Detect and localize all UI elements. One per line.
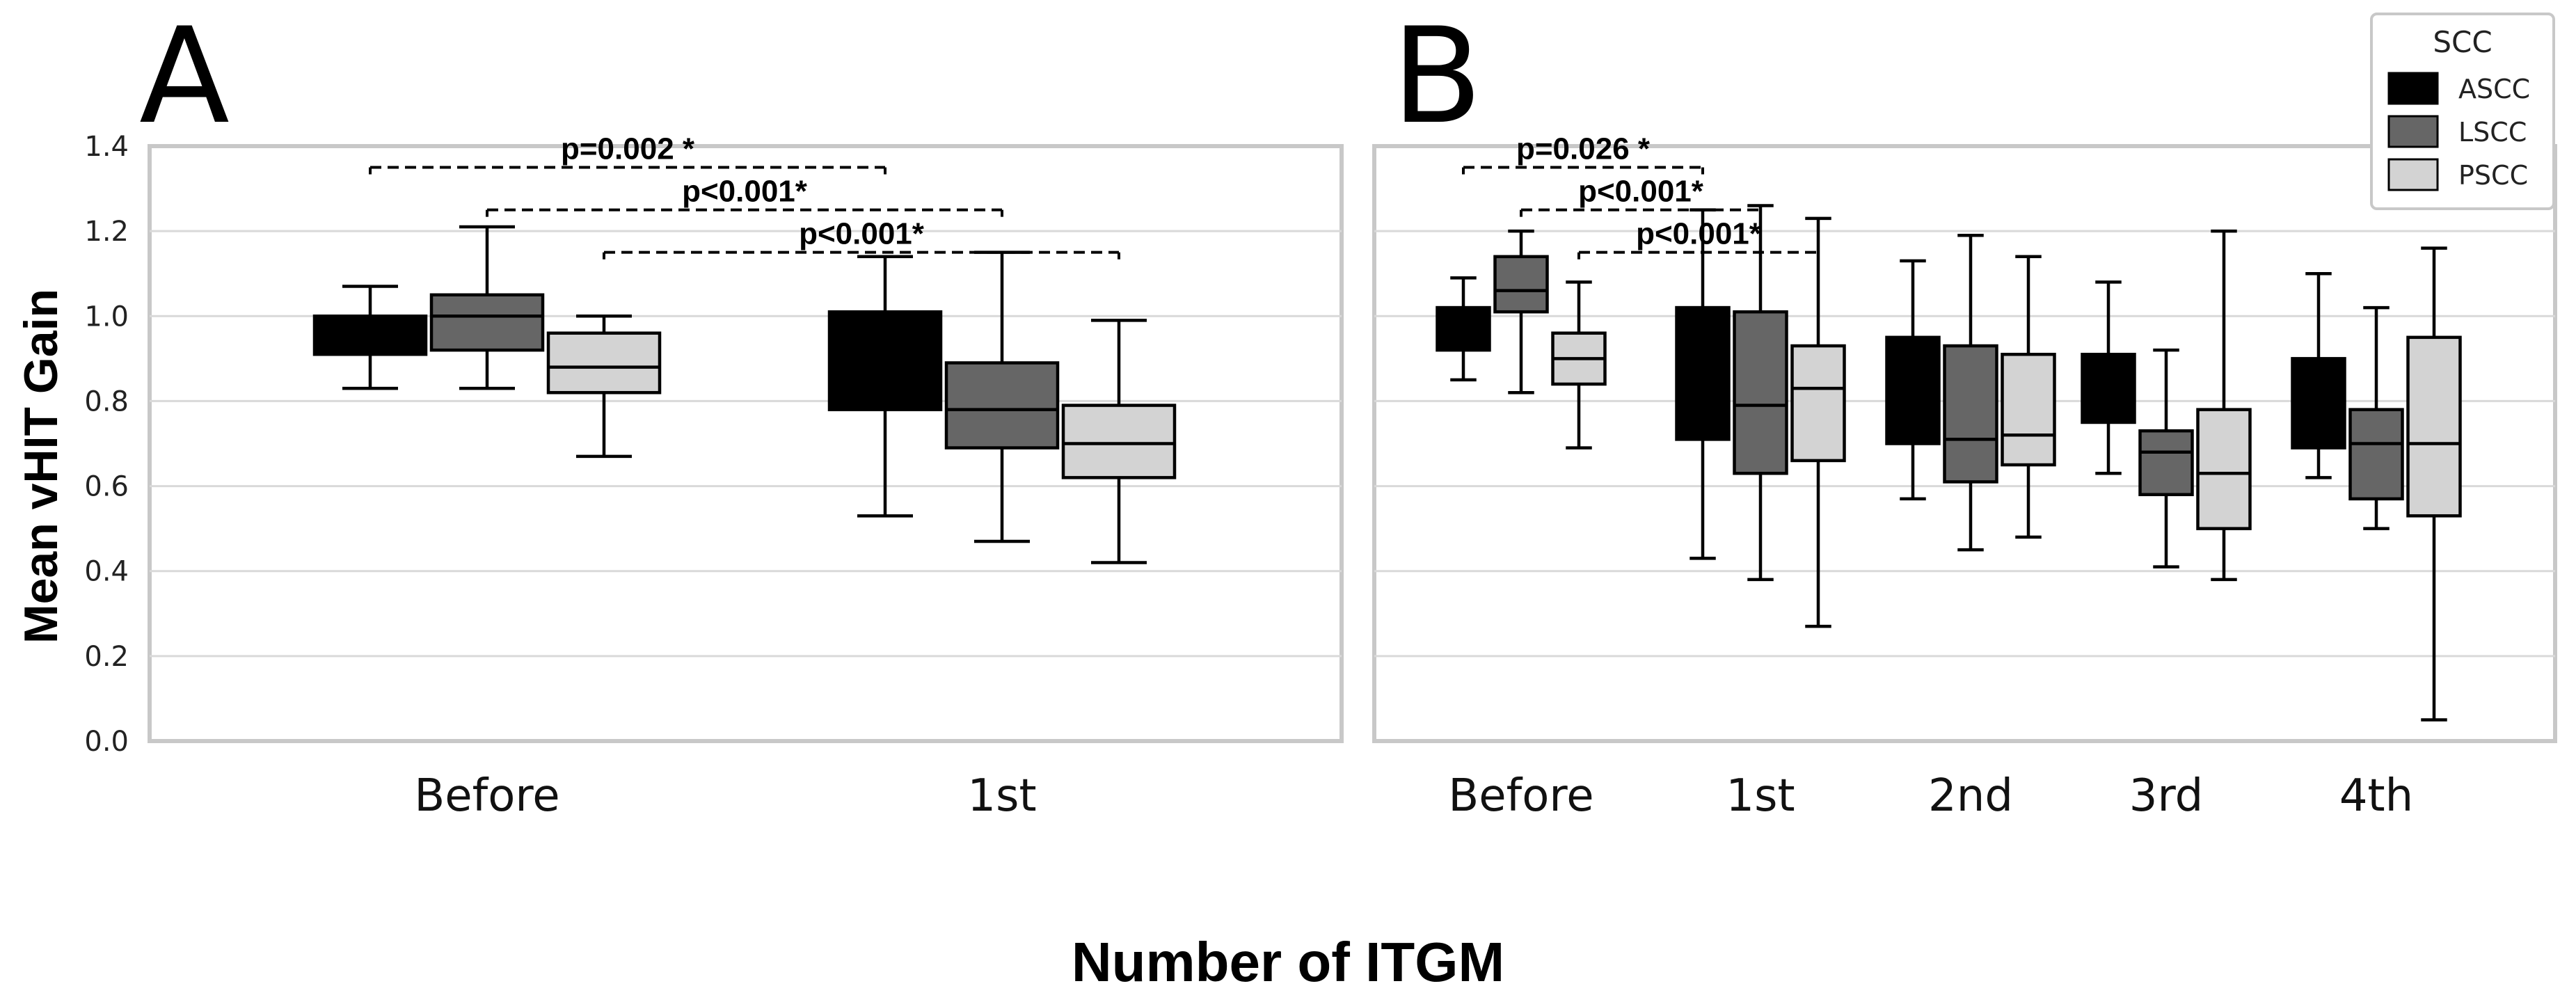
panel-b-significance-bracket: p<0.001*	[1520, 175, 1762, 217]
panel-a-box-ascc-1st	[827, 255, 943, 518]
iqr-box	[312, 315, 428, 356]
iqr-box	[546, 331, 662, 395]
y-tick-label: 1.0	[84, 301, 129, 333]
iqr-box	[2348, 408, 2404, 501]
x-tick-label-3rd: 3rd	[2129, 770, 2204, 822]
x-tick-label-before: Before	[1448, 770, 1593, 822]
panel-a-box-lscc-1st	[944, 250, 1060, 543]
panel-a-significance-bracket: p=0.002 *	[369, 132, 887, 175]
panel-b-box-ascc-2nd	[1885, 259, 1941, 501]
iqr-box	[2081, 353, 2136, 424]
panel-b-box-pscc-1st	[1790, 216, 1846, 628]
p-value-label: p=0.026 *	[1516, 132, 1651, 166]
panel-a-significance-bracket: p<0.001*	[486, 175, 1003, 217]
x-tick-label-2nd: 2nd	[1928, 770, 2013, 822]
y-tick-label: 0.2	[84, 641, 129, 673]
y-tick-label: 0.0	[84, 726, 129, 758]
legend-label-pscc: PSCC	[2458, 160, 2528, 191]
panel-b-box-ascc-before	[1436, 276, 1491, 382]
panel-b-significance-bracket: p=0.026 *	[1462, 132, 1704, 175]
p-value-label: p=0.002 *	[561, 132, 695, 166]
panel-a-significance-bracket: p<0.001*	[603, 217, 1120, 260]
panel-b-box-lscc-2nd	[1943, 234, 1998, 552]
y-tick-label: 0.6	[84, 471, 129, 503]
iqr-box	[2196, 408, 2252, 530]
panel-a-box-ascc-before	[312, 285, 428, 390]
x-axis-label: Number of ITGM	[1072, 931, 1504, 993]
legend-swatch-lscc	[2387, 115, 2439, 148]
x-tick-label-1st: 1st	[1726, 770, 1795, 822]
panel-b-significance-bracket: p<0.001*	[1577, 217, 1820, 260]
panel-a-plot: 0.0 0.2 0.4 0.6 0.8 1.0 1.2 1.4 Before 1st p=0.002…	[84, 131, 1344, 822]
panel-b-box-lscc-before	[1493, 229, 1549, 395]
panel-b-box-ascc-1st	[1675, 208, 1731, 560]
iqr-box	[2001, 353, 2056, 467]
iqr-box	[1493, 255, 1549, 314]
legend: SCC ASCC LSCC PSCC	[2370, 13, 2555, 210]
panel-b-box-ascc-3rd	[2081, 280, 2136, 475]
y-tick-label: 0.4	[84, 556, 129, 588]
panel-a-box-pscc-before	[546, 315, 662, 459]
panel-a-box-pscc-1st	[1061, 319, 1177, 564]
panel-b-box-pscc-before	[1551, 280, 1607, 450]
panel-b-plot: Before 1st 2nd 3rd 4th p=0.026 * p<0.001* p<0.0…	[1372, 132, 2557, 822]
iqr-box	[1790, 344, 1846, 463]
legend-swatch-ascc	[2387, 72, 2439, 105]
p-value-label: p<0.001*	[682, 175, 808, 209]
iqr-box	[1885, 335, 1941, 445]
iqr-box	[1675, 305, 1731, 441]
iqr-box	[2138, 429, 2194, 497]
iqr-box	[1943, 344, 1998, 484]
panel-b-box-lscc-1st	[1733, 204, 1788, 582]
y-tick-label: 1.2	[84, 216, 129, 248]
panel-b-box-lscc-3rd	[2138, 348, 2194, 568]
p-value-label: p<0.001*	[1636, 217, 1762, 251]
p-value-label: p<0.001*	[799, 217, 925, 251]
panel-b-box-lscc-4th	[2348, 305, 2404, 530]
legend-swatch-pscc	[2387, 158, 2439, 191]
panel-b-box-ascc-4th	[2291, 271, 2346, 479]
panel-a-box-lscc-before	[429, 225, 545, 390]
panel-b-letter: B	[1392, 0, 1482, 153]
panel-a-letter: A	[139, 0, 230, 153]
legend-label-ascc: ASCC	[2458, 74, 2530, 104]
legend-title: SCC	[2433, 25, 2492, 59]
y-tick-label: 0.8	[84, 385, 129, 418]
p-value-label: p<0.001*	[1578, 175, 1704, 209]
iqr-box	[827, 310, 943, 411]
iqr-box	[1061, 404, 1177, 479]
x-tick-label-before: Before	[414, 770, 559, 822]
iqr-box	[429, 293, 545, 352]
iqr-box	[2291, 357, 2346, 450]
x-tick-label-4th: 4th	[2339, 770, 2413, 822]
legend-label-lscc: LSCC	[2458, 117, 2527, 148]
iqr-box	[1733, 310, 1788, 475]
panel-b-box-pscc-2nd	[2001, 255, 2056, 539]
y-tick-label: 1.4	[84, 131, 129, 163]
panel-b-box-pscc-4th	[2406, 246, 2462, 722]
y-axis-label: Mean vHIT Gain	[15, 289, 67, 644]
iqr-box	[2406, 335, 2462, 518]
x-tick-label-1st: 1st	[967, 770, 1036, 822]
panel-b-box-pscc-3rd	[2196, 229, 2252, 582]
iqr-box	[944, 361, 1060, 450]
